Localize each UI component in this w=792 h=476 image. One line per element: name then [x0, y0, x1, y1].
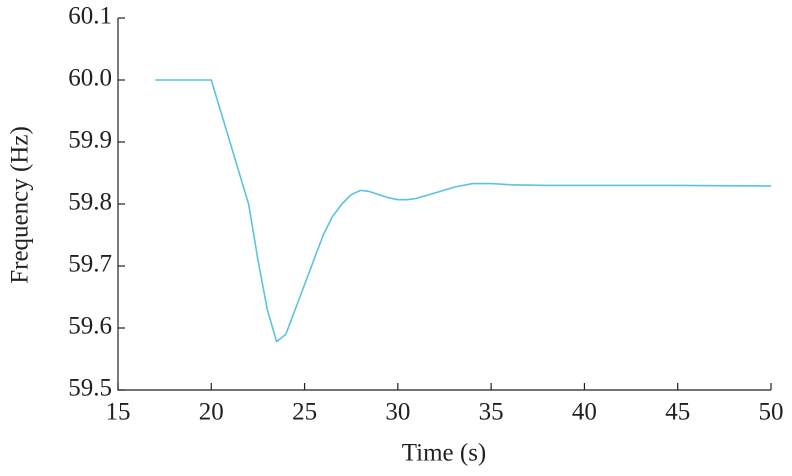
- x-tick-label: 45: [665, 399, 690, 426]
- x-tick-label: 15: [106, 399, 131, 426]
- x-tick-label: 35: [479, 399, 504, 426]
- x-axis-title: Time (s): [402, 440, 487, 467]
- y-tick-label: 60.1: [68, 3, 112, 30]
- y-tick-label: 60.0: [68, 65, 112, 92]
- x-tick-label: 20: [199, 399, 224, 426]
- y-tick-label: 59.7: [68, 251, 112, 278]
- x-tick-label: 50: [759, 399, 784, 426]
- y-tick-label: 59.6: [68, 313, 112, 340]
- x-tick-label: 40: [572, 399, 597, 426]
- x-tick-label: 25: [292, 399, 317, 426]
- data-line: [155, 79, 772, 343]
- y-tick-label: 59.5: [68, 375, 112, 402]
- y-tick-label: 59.9: [68, 127, 112, 154]
- axes: [117, 18, 771, 391]
- y-axis-title: Frequency (Hz): [7, 126, 34, 284]
- y-tick-label: 59.8: [68, 189, 112, 216]
- x-tick-label: 30: [385, 399, 410, 426]
